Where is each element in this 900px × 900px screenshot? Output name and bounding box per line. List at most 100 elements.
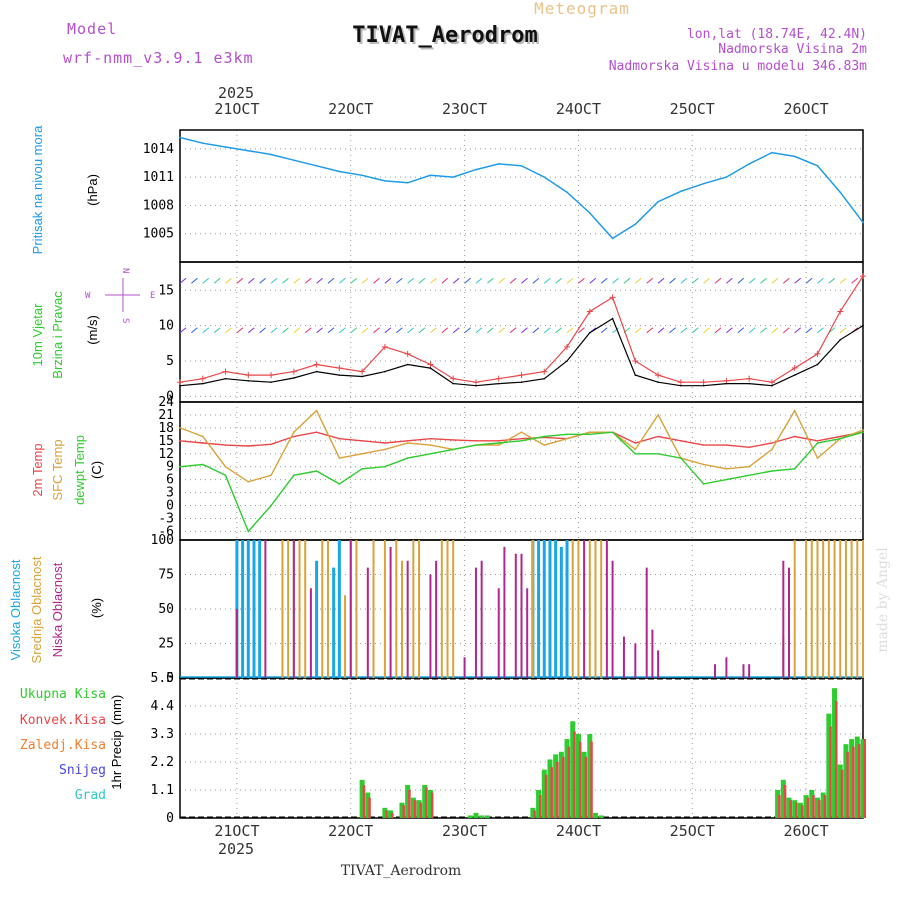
wind-speed-point (179, 384, 181, 387)
precip-conv-bar (840, 769, 844, 818)
bottom-date-tick: 26OCT (784, 822, 829, 840)
precip-total-bar (410, 797, 416, 818)
pressure-point (293, 159, 295, 161)
panel-pressure: 1005 1008 1011 1014 (143, 129, 864, 263)
wind-arrow (737, 327, 745, 334)
temp-point-2 (748, 474, 750, 477)
temp-point-0 (680, 440, 682, 442)
wind-gust-point (814, 350, 821, 357)
wind-gust-point (177, 379, 183, 386)
precip-total-bar (581, 751, 587, 818)
temp-point-0 (475, 440, 477, 442)
temp-point-2 (224, 474, 227, 477)
compass-n: N (120, 268, 130, 273)
wind-arrow (487, 327, 494, 334)
wind-arrow (373, 327, 380, 334)
temp-point-0 (406, 440, 409, 442)
wind-speed-point (429, 367, 432, 369)
wind-speed-point (680, 384, 682, 387)
elevation-label: Nadmorska Visina 2m (718, 42, 867, 57)
wind-arrow (259, 327, 267, 334)
wind-arrow (817, 277, 824, 284)
wind-arrow (726, 327, 733, 334)
wind-gust-point (837, 308, 844, 315)
ytick-label: 1005 (143, 227, 174, 242)
wind-arrow (771, 277, 779, 284)
temp-point-2 (315, 470, 318, 472)
wind-arrow (680, 327, 688, 334)
wind-arrow (578, 327, 585, 334)
precip-total-bar (536, 790, 542, 818)
temp-ylabel-1: 2m Temp (30, 443, 45, 496)
precip-total-bar (473, 812, 479, 818)
temp-point-1 (634, 448, 637, 451)
precip-total-bar (814, 797, 820, 818)
wind-arrow (782, 277, 790, 284)
temp-point-0 (634, 442, 637, 444)
ytick-label: -3 (158, 511, 174, 526)
wind-arrow (839, 277, 847, 284)
wind-arrow (714, 327, 722, 334)
ytick-label: -6 (158, 524, 174, 539)
temp-point-1 (497, 444, 500, 446)
temp-point-1 (725, 468, 728, 470)
bottom-date-tick: 22OCT (328, 822, 373, 840)
wind-speed-point (839, 338, 842, 341)
wind-speed-point (589, 331, 591, 334)
wind-gust-point (336, 365, 343, 372)
precip-total-bar (422, 784, 428, 818)
wind-gust-point (541, 368, 548, 375)
wind-gust-point (700, 379, 707, 386)
precip-conv-bar (362, 784, 366, 818)
top-date-tick: 23OCT (442, 100, 487, 118)
wind-arrow (327, 327, 335, 334)
pressure-point (543, 176, 546, 178)
top-date-tick: 21OCT (214, 100, 259, 118)
wind-arrow (498, 277, 506, 284)
wind-arrow (509, 277, 517, 284)
wind-arrow (543, 327, 551, 334)
precip-total-bar (837, 764, 843, 818)
temp-point-1 (384, 448, 386, 451)
ytick-label: 5 (166, 354, 174, 369)
temp-point-0 (293, 435, 295, 438)
top-date-tick: 25OCT (670, 100, 715, 118)
precip-total-bar (575, 734, 581, 818)
temp-point-2 (816, 442, 819, 444)
wind-gust-point (495, 375, 502, 382)
precip-total-bar (820, 792, 826, 818)
wind-arrow (532, 327, 540, 334)
wind-arrow (350, 277, 358, 284)
wind-speed-point (725, 382, 728, 385)
wind-arrow (578, 277, 585, 284)
temp-point-0 (384, 442, 386, 444)
wind-arrow (771, 327, 779, 334)
temp-point-1 (315, 409, 318, 412)
wind-arrow (247, 277, 255, 284)
temp-point-2 (589, 433, 591, 436)
top-date-tick: 24OCT (556, 100, 601, 118)
ytick-label: 12 (158, 447, 174, 462)
temp-point-1 (179, 427, 181, 429)
precip-conv-bar (590, 741, 593, 818)
temp-point-0 (429, 437, 432, 440)
wind-gust-point (632, 357, 639, 364)
wind-arrow (191, 277, 198, 284)
temp-point-0 (315, 431, 318, 433)
wind-arrow (714, 277, 722, 284)
wind-gust-point (472, 379, 479, 386)
ytick-label: 15 (158, 434, 174, 449)
wind-arrow (669, 277, 676, 284)
temp-point-2 (725, 478, 728, 481)
temp-line-2 (179, 431, 864, 533)
precip-total-bar (479, 815, 485, 818)
temp-point-0 (771, 442, 773, 444)
ytick-label: 1008 (143, 198, 174, 213)
wind-arrow (839, 327, 847, 334)
temp-point-2 (247, 530, 250, 533)
wind-arrow (612, 327, 619, 334)
wind-gust-point (199, 375, 206, 382)
legend-konvek: Konvek.Kisa (20, 713, 106, 728)
wind-arrow (703, 277, 710, 284)
wind-arrow (828, 277, 836, 284)
